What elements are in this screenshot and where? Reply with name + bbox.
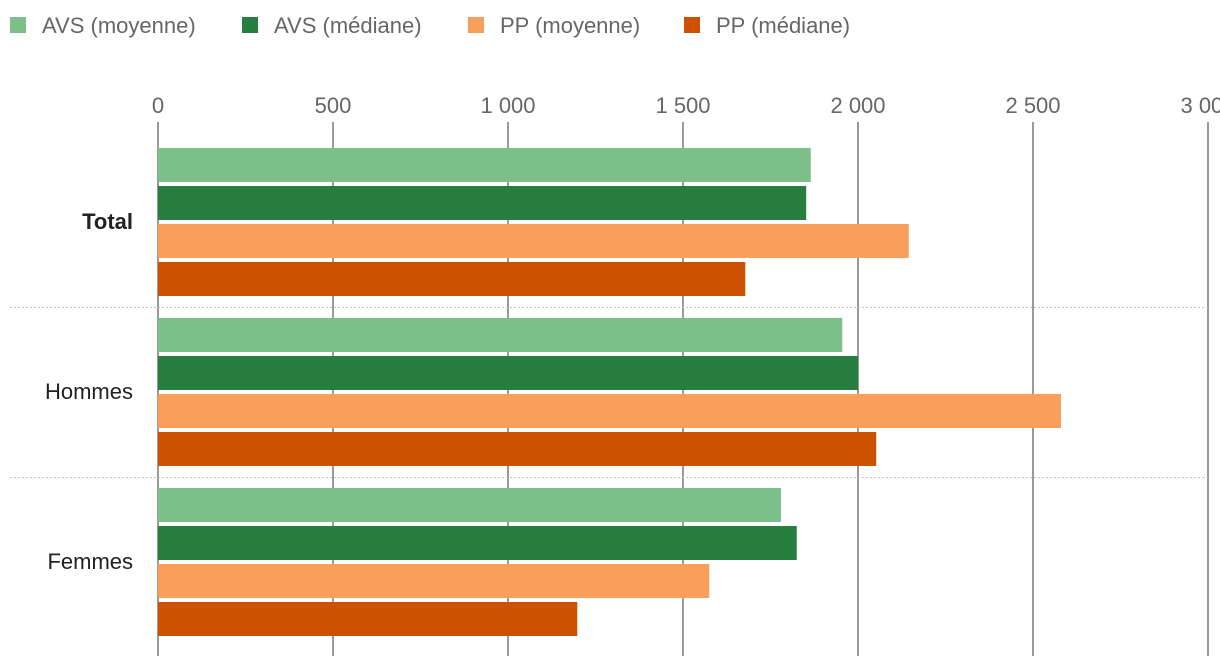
legend-label: AVS (médiane) bbox=[274, 13, 422, 38]
bar bbox=[158, 602, 578, 636]
bar bbox=[158, 526, 797, 560]
legend-label: AVS (moyenne) bbox=[42, 13, 196, 38]
bar bbox=[158, 224, 909, 258]
bar bbox=[158, 432, 877, 466]
x-tick-label: 3 000 bbox=[1180, 93, 1220, 118]
x-tick-label: 1 000 bbox=[480, 93, 535, 118]
bar bbox=[158, 318, 843, 352]
legend-swatch bbox=[684, 17, 700, 33]
bar bbox=[158, 394, 1061, 428]
category-label: Total bbox=[82, 209, 133, 234]
x-tick-label: 1 500 bbox=[655, 93, 710, 118]
legend-swatch bbox=[468, 17, 484, 33]
bar bbox=[158, 262, 746, 296]
bar bbox=[158, 186, 807, 220]
x-tick-label: 2 000 bbox=[830, 93, 885, 118]
category-label: Femmes bbox=[47, 549, 133, 574]
legend-label: PP (médiane) bbox=[716, 13, 850, 38]
bar bbox=[158, 488, 781, 522]
legend-label: PP (moyenne) bbox=[500, 13, 640, 38]
legend-swatch bbox=[242, 17, 258, 33]
x-tick-label: 0 bbox=[152, 93, 164, 118]
x-tick-label: 2 500 bbox=[1005, 93, 1060, 118]
bar bbox=[158, 148, 811, 182]
bar bbox=[158, 356, 858, 390]
legend-swatch bbox=[10, 17, 26, 33]
category-label: Hommes bbox=[45, 379, 133, 404]
x-tick-label: 500 bbox=[315, 93, 352, 118]
bar bbox=[158, 564, 710, 598]
